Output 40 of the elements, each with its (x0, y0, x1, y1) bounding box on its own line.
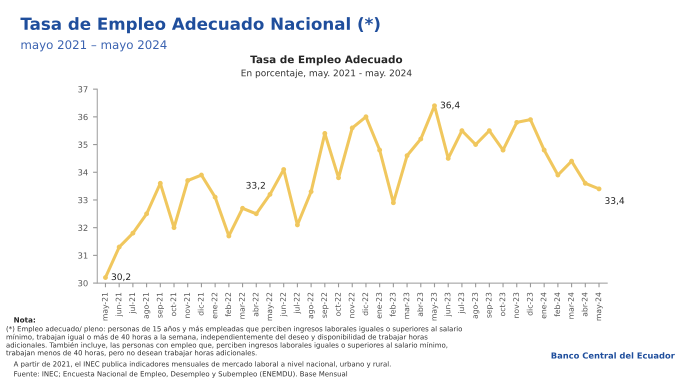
y-tick-label: 31 (78, 252, 88, 259)
chart-title: Tasa de Empleo Adecuado Nacional (*) (20, 17, 380, 34)
data-label: 36,4 (440, 102, 460, 110)
point (569, 158, 574, 164)
point (130, 230, 136, 236)
point (212, 194, 218, 200)
point (542, 148, 547, 153)
point (596, 186, 602, 192)
data-label: 30,2 (112, 273, 130, 282)
point (377, 148, 382, 153)
point (473, 142, 478, 147)
y-tick-label: 33 (78, 196, 88, 204)
y-tick-label: 37 (78, 86, 88, 92)
y-tick-label: 30 (78, 280, 88, 286)
chart-subtitle: mayo 2021 – mayo 2024 (21, 40, 167, 52)
point (308, 189, 314, 194)
point (103, 275, 108, 280)
point (418, 136, 424, 142)
point (144, 211, 150, 216)
point (185, 178, 190, 184)
y-tick-label: 34 (78, 169, 88, 176)
point (514, 120, 520, 125)
y-tick-label: 36 (78, 114, 88, 120)
point (528, 117, 533, 122)
point (254, 211, 259, 216)
text: Tasa de Empleo Adecuado (250, 55, 402, 66)
y-tick-label: 32 (78, 224, 88, 231)
point (116, 244, 122, 250)
point (199, 172, 204, 178)
point (404, 153, 410, 158)
data-label: 33,4 (605, 197, 624, 205)
text: En porcentaje, may. 2021 - may. 2024 (242, 69, 412, 78)
data-label: 33,2 (246, 182, 265, 190)
text: Banco Central del Ecuador (552, 352, 675, 359)
y-tick-label: 35 (78, 142, 88, 148)
point (268, 192, 272, 197)
point (240, 206, 245, 211)
point (582, 180, 588, 186)
point (486, 128, 492, 134)
point (350, 126, 355, 130)
